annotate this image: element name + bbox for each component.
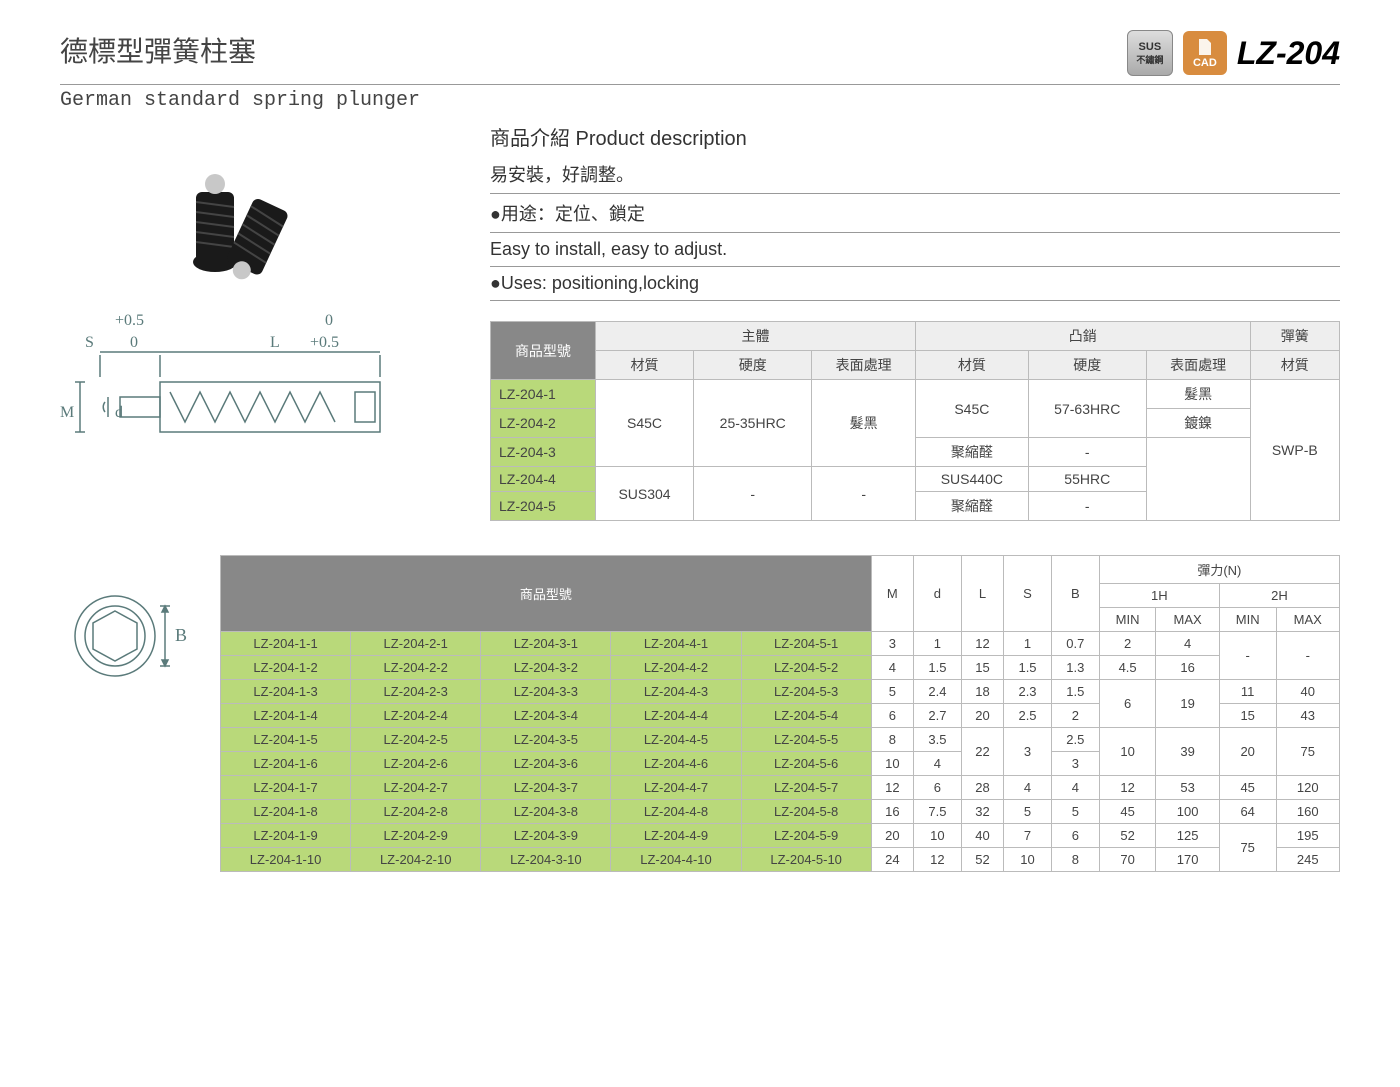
t1-body-header: 主體 xyxy=(595,322,915,351)
dimensions-table: 商品型號 M d L S B 彈力(N) 1H 2H MIN MAX MIN M… xyxy=(220,555,1340,872)
side-diagram: +0.5 S 0 0 L +0.5 M d xyxy=(60,307,460,472)
diag-s-tol: +0.5 xyxy=(115,312,144,329)
title-en: German standard spring plunger xyxy=(60,89,1340,112)
page-header: 德標型彈簧柱塞 SUS 不鏽鋼 CAD LZ-204 xyxy=(60,30,1340,85)
desc-line-4: ●Uses: positioning,locking xyxy=(490,267,1340,301)
title-block: 德標型彈簧柱塞 xyxy=(60,30,256,70)
desc-title: 商品介紹 Product description xyxy=(490,122,1340,151)
cross-section-diagram: B xyxy=(60,581,200,706)
desc-line-3: Easy to install, easy to adjust. xyxy=(490,233,1340,267)
svg-text:0: 0 xyxy=(130,334,138,351)
svg-text:M: M xyxy=(60,404,74,421)
product-photo xyxy=(60,152,460,287)
product-code: LZ-204 xyxy=(1237,35,1340,72)
desc-line-2: ●用途：定位、鎖定 xyxy=(490,194,1340,233)
t1-model-header: 商品型號 xyxy=(491,322,596,380)
svg-text:B: B xyxy=(175,625,187,645)
t1-spring-header: 彈簧 xyxy=(1250,322,1339,351)
t1-pin-header: 凸銷 xyxy=(916,322,1251,351)
header-right: SUS 不鏽鋼 CAD LZ-204 xyxy=(1127,30,1340,76)
right-column: 商品介紹 Product description 易安裝，好調整。 ●用途：定位… xyxy=(490,122,1340,521)
svg-text:d: d xyxy=(115,404,123,421)
svg-text:0: 0 xyxy=(325,312,333,329)
svg-text:+0.5: +0.5 xyxy=(310,334,339,351)
cad-badge-icon: CAD xyxy=(1183,31,1227,75)
svg-text:S: S xyxy=(85,334,94,351)
svg-text:L: L xyxy=(270,334,280,351)
desc-line-1: 易安裝，好調整。 xyxy=(490,155,1340,194)
title-cn: 德標型彈簧柱塞 xyxy=(60,30,256,70)
materials-table: 商品型號 主體 凸銷 彈簧 材質 硬度 表面處理 材質 硬度 表面處理 材質 L… xyxy=(490,321,1340,521)
sus-badge-icon: SUS 不鏽鋼 xyxy=(1127,30,1173,76)
left-column: +0.5 S 0 0 L +0.5 M d xyxy=(60,122,460,521)
